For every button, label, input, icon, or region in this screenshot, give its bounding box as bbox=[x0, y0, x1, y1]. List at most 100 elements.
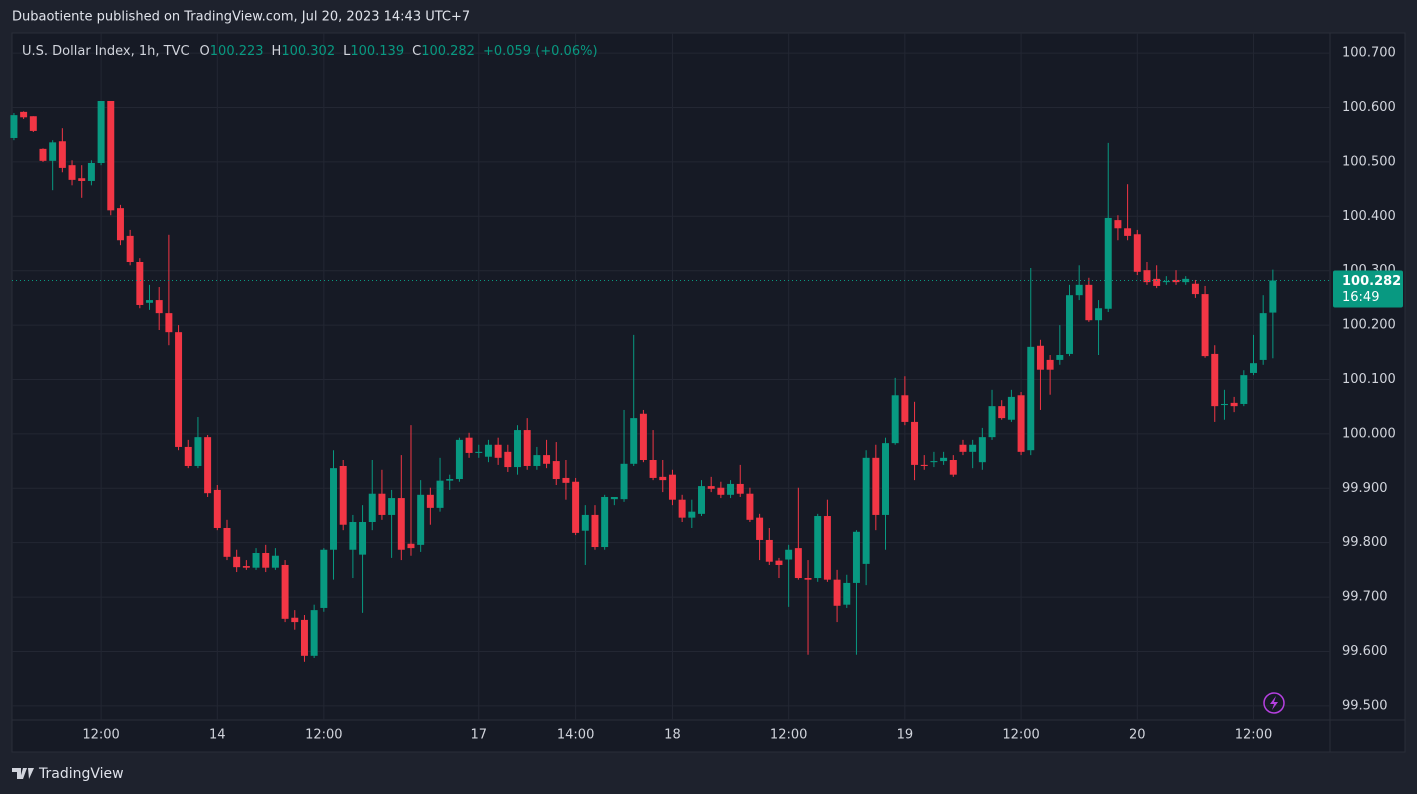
candle-body bbox=[1095, 308, 1103, 321]
candle-body bbox=[204, 437, 212, 494]
candle-body bbox=[58, 141, 66, 168]
candle-body bbox=[68, 165, 76, 180]
candle-body bbox=[1250, 363, 1257, 373]
candle-body bbox=[1104, 217, 1112, 309]
candle-body bbox=[1036, 345, 1044, 370]
candle-body bbox=[533, 455, 541, 466]
candle-body bbox=[1124, 228, 1132, 236]
y-tick-label: 100.000 bbox=[1342, 426, 1396, 441]
candle-body bbox=[852, 531, 860, 583]
candle-body bbox=[833, 579, 841, 606]
candle-body bbox=[262, 553, 270, 568]
candle-body bbox=[1027, 346, 1035, 451]
candle-body bbox=[1114, 220, 1122, 229]
candle-body bbox=[698, 486, 705, 514]
candle-body bbox=[233, 556, 241, 568]
price-tag-countdown: 16:49 bbox=[1342, 290, 1379, 305]
candle-body bbox=[1230, 402, 1238, 407]
candles bbox=[10, 100, 1277, 662]
candle-body bbox=[610, 496, 618, 500]
x-tick-label: 14 bbox=[209, 728, 226, 743]
candle-body bbox=[814, 516, 822, 579]
candle-body bbox=[87, 163, 95, 181]
candle-body bbox=[271, 555, 279, 568]
candle-body bbox=[514, 430, 521, 468]
candle-body bbox=[300, 619, 308, 656]
candle-body bbox=[630, 418, 638, 464]
candle-body bbox=[601, 496, 609, 548]
candle-body bbox=[417, 494, 425, 545]
candle-body bbox=[291, 617, 299, 623]
candle-body bbox=[1240, 375, 1248, 404]
x-tick-label: 14:00 bbox=[557, 728, 594, 743]
candle-body bbox=[446, 479, 454, 481]
candle-body bbox=[523, 430, 531, 466]
x-tick-label: 17 bbox=[470, 728, 487, 743]
candle-body bbox=[823, 516, 831, 580]
candle-body bbox=[1085, 284, 1093, 321]
candle-body bbox=[494, 444, 502, 458]
candle-body bbox=[436, 480, 444, 508]
candle-body bbox=[310, 610, 318, 656]
candle-body bbox=[455, 439, 463, 480]
ohlc-value: 100.223 bbox=[210, 44, 264, 59]
candle-body bbox=[184, 446, 192, 466]
candle-body bbox=[775, 560, 783, 565]
candle-body bbox=[1046, 359, 1054, 370]
candle-body bbox=[688, 511, 696, 518]
y-tick-label: 99.500 bbox=[1342, 698, 1388, 713]
axes: 99.500 99.600 99.700 99.800 99.900 100.000 100… bbox=[12, 46, 1403, 743]
candle-body bbox=[407, 543, 415, 549]
candle-body bbox=[911, 421, 919, 465]
candle-body bbox=[1143, 270, 1151, 283]
candle-body bbox=[872, 457, 880, 515]
y-tick-label: 100.500 bbox=[1342, 154, 1396, 169]
candle-body bbox=[465, 437, 473, 453]
x-tick-label: 18 bbox=[664, 728, 681, 743]
candle-body bbox=[475, 451, 483, 453]
candle-body bbox=[349, 522, 357, 550]
candle-body bbox=[1056, 355, 1064, 360]
candle-body bbox=[20, 111, 28, 118]
candle-body bbox=[727, 483, 735, 495]
y-tick-label: 99.900 bbox=[1342, 481, 1388, 496]
y-tick-label: 99.600 bbox=[1342, 644, 1388, 659]
x-tick-label: 12:00 bbox=[1235, 728, 1272, 743]
y-tick-label: 100.100 bbox=[1342, 372, 1396, 387]
candle-body bbox=[843, 582, 851, 605]
candle-body bbox=[1007, 396, 1015, 420]
ohlc-letter: O bbox=[200, 44, 210, 59]
candle-body bbox=[1211, 353, 1219, 407]
candle-body bbox=[969, 444, 977, 452]
symbol-title: U.S. Dollar Index, 1h, TVC bbox=[22, 44, 190, 59]
candle-body bbox=[552, 461, 560, 480]
x-tick-label: 12:00 bbox=[1002, 728, 1039, 743]
candle-body bbox=[1172, 279, 1180, 283]
publisher: Dubaotiente published on TradingView.com… bbox=[12, 10, 470, 25]
candle-body bbox=[126, 235, 134, 262]
candle-body bbox=[882, 443, 889, 515]
lightning-icon[interactable] bbox=[1263, 692, 1285, 714]
candle-body bbox=[1182, 278, 1190, 283]
candle-body bbox=[1259, 313, 1267, 360]
candle-body bbox=[330, 468, 337, 550]
candle-body bbox=[29, 116, 37, 131]
candle-body bbox=[49, 142, 57, 161]
candle-body bbox=[736, 483, 744, 494]
candle-body bbox=[1153, 278, 1161, 286]
ohlc-letter: L bbox=[343, 44, 351, 59]
candle-body bbox=[320, 549, 328, 608]
price-tag bbox=[1333, 270, 1403, 308]
y-tick-label: 100.700 bbox=[1342, 46, 1396, 61]
candle-body bbox=[581, 514, 589, 531]
y-tick-label: 100.400 bbox=[1342, 209, 1396, 224]
x-tick-label: 20 bbox=[1129, 728, 1146, 743]
symbol-legend: U.S. Dollar Index, 1h, TVC O100.223 H100.3… bbox=[22, 44, 598, 59]
candle-body bbox=[746, 493, 754, 520]
candle-body bbox=[368, 493, 376, 523]
candle-body bbox=[136, 262, 144, 305]
candle-body bbox=[1017, 395, 1025, 452]
candle-body bbox=[543, 455, 551, 464]
candle-body bbox=[165, 313, 173, 333]
